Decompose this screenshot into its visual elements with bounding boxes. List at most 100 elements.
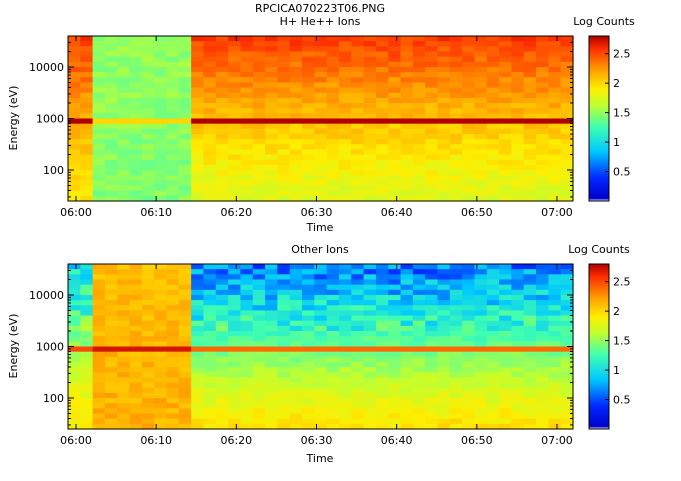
heatmap-cell — [92, 87, 106, 94]
heatmap-cell — [437, 289, 451, 296]
heatmap-cell — [215, 300, 229, 306]
heatmap-cell — [240, 274, 254, 281]
heatmap-cell — [215, 195, 229, 202]
heatmap-cell — [560, 382, 574, 389]
heatmap-cell — [92, 77, 106, 84]
heatmap-cell — [351, 300, 365, 306]
heatmap-cell — [449, 175, 463, 181]
heatmap-cell — [412, 274, 426, 281]
heatmap-cell — [523, 36, 537, 42]
heatmap-cell — [141, 269, 155, 275]
heatmap-cell — [486, 123, 500, 130]
heatmap-cell — [462, 61, 476, 68]
heatmap-cell — [314, 128, 328, 135]
heatmap-cell — [486, 56, 500, 63]
heatmap-cell — [117, 403, 131, 409]
heatmap-cell — [215, 36, 229, 42]
heatmap-cell — [511, 315, 525, 322]
heatmap-cell — [536, 418, 549, 425]
heatmap-cell — [178, 408, 192, 415]
heatmap-cell — [511, 413, 525, 420]
heatmap-cell — [560, 361, 574, 368]
heatmap-cell — [499, 149, 513, 156]
heatmap-cell — [117, 164, 131, 171]
heatmap-cell — [412, 325, 426, 332]
heatmap-cell — [129, 403, 143, 409]
heatmap-cell — [449, 46, 463, 53]
heatmap-cell — [80, 113, 94, 120]
heatmap-cell — [265, 66, 278, 73]
heatmap-cell — [228, 331, 242, 337]
heatmap-cell — [560, 164, 574, 171]
heatmap-cell — [375, 72, 389, 78]
heatmap-cell — [363, 103, 377, 109]
heatmap-cell — [203, 180, 217, 187]
heatmap-cell — [412, 82, 426, 89]
heatmap-cell — [92, 300, 106, 306]
heatmap-cell — [265, 51, 278, 58]
heatmap-cell — [289, 103, 303, 109]
heatmap-cell — [80, 41, 94, 47]
heatmap-cell — [117, 51, 131, 58]
heatmap-cell — [462, 289, 476, 296]
heatmap-cell — [400, 413, 414, 420]
heatmap-cell — [92, 356, 106, 363]
heatmap-cell — [141, 289, 155, 296]
heatmap-cell — [277, 87, 291, 94]
heatmap-cell — [104, 294, 118, 301]
heatmap-cell — [474, 423, 488, 430]
heatmap-cell — [338, 108, 352, 114]
heatmap-cell — [191, 128, 205, 135]
heatmap-cell — [548, 398, 562, 404]
heatmap-cell — [191, 72, 205, 78]
heatmap-cell — [203, 149, 217, 156]
heatmap-cell — [92, 336, 106, 342]
heatmap-cell — [92, 61, 106, 68]
heatmap-cell — [560, 190, 574, 197]
heatmap-cell — [338, 51, 352, 58]
heatmap-cell — [104, 36, 118, 42]
heatmap-cell — [277, 118, 291, 125]
heatmap-cell — [166, 325, 180, 332]
heatmap-cell — [326, 149, 340, 156]
heatmap-cell — [425, 300, 439, 306]
heatmap-cell — [265, 185, 278, 192]
heatmap-cell — [511, 159, 525, 166]
heatmap-cell — [412, 315, 426, 322]
heatmap-cell — [289, 164, 303, 171]
heatmap-cell — [166, 82, 180, 89]
heatmap-cell — [92, 154, 106, 161]
heatmap-cell — [499, 77, 513, 84]
heatmap-cell — [437, 41, 451, 47]
heatmap-cell — [252, 408, 266, 415]
heatmap-cell — [425, 320, 439, 327]
heatmap-cell — [154, 118, 168, 125]
heatmap-cell — [326, 274, 340, 281]
heatmap-cell — [92, 331, 106, 337]
heatmap-cell — [203, 320, 217, 327]
heatmap-cell — [80, 361, 94, 368]
heatmap-cell — [486, 336, 500, 342]
heatmap-cell — [486, 346, 500, 353]
heatmap-cell — [314, 149, 328, 156]
heatmap-cell — [474, 36, 488, 42]
heatmap-cell — [141, 180, 155, 187]
heatmap-cell — [536, 139, 549, 145]
heatmap-cell — [548, 382, 562, 389]
heatmap-cell — [302, 154, 315, 161]
heatmap-cell — [92, 36, 106, 42]
heatmap-cell — [326, 413, 340, 420]
heatmap-cell — [474, 46, 488, 53]
heatmap-cell — [536, 351, 549, 358]
heatmap-cell — [375, 315, 389, 322]
heatmap-cell — [499, 331, 513, 337]
heatmap-cell — [388, 361, 402, 368]
heatmap-cell — [104, 77, 118, 84]
heatmap-cell — [363, 289, 377, 296]
heatmap-cell — [462, 195, 476, 202]
heatmap-cell — [388, 77, 402, 84]
heatmap-cell — [92, 382, 106, 389]
heatmap-cell — [523, 284, 537, 291]
heatmap-cell — [68, 294, 81, 301]
heatmap-cell — [228, 144, 242, 151]
